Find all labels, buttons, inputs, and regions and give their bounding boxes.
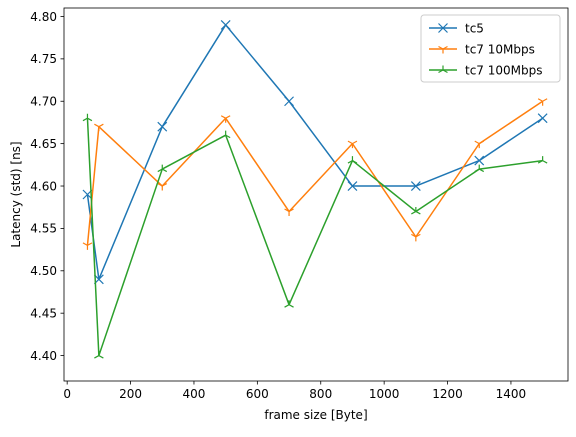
legend-marker xyxy=(438,23,448,33)
data-point xyxy=(474,155,485,166)
data-point xyxy=(220,115,231,123)
data-point xyxy=(94,351,104,359)
plot-area xyxy=(82,20,548,359)
x-axis-label: frame size [Byte] xyxy=(264,408,367,422)
data-point xyxy=(411,233,421,242)
series-2 xyxy=(82,98,548,250)
y-tick-label: 4.50 xyxy=(30,264,57,278)
series-line xyxy=(86,100,544,246)
data-point xyxy=(347,181,358,191)
y-axis-label: Latency (std) [ns] xyxy=(9,141,23,247)
x-tick-label: 0 xyxy=(63,387,71,401)
data-point xyxy=(474,140,485,149)
x-tick-label: 200 xyxy=(119,387,142,401)
data-point xyxy=(284,96,294,107)
legend-entry: tc7 100Mbps xyxy=(429,63,543,77)
legend-entry: tc5 xyxy=(429,21,484,35)
data-point xyxy=(474,164,485,173)
data-point xyxy=(157,121,168,132)
data-point xyxy=(82,113,93,122)
series-3 xyxy=(82,113,548,359)
data-point xyxy=(537,156,548,164)
y-tick-label: 4.80 xyxy=(30,10,57,24)
data-point xyxy=(220,20,231,30)
y-tick-label: 4.65 xyxy=(30,137,57,151)
data-point xyxy=(537,113,548,124)
y-tick-label: 4.75 xyxy=(30,52,57,66)
data-point xyxy=(82,242,93,250)
axes: 0 200 400 600 800 1000 1200 1400 4.40 4.45 4.50 4.5… xyxy=(30,7,569,401)
x-tick-label: 400 xyxy=(183,387,206,401)
legend-label: tc5 xyxy=(465,21,484,35)
legend-entry: tc7 10Mbps xyxy=(429,42,535,56)
data-point xyxy=(157,164,168,173)
data-point xyxy=(220,130,231,139)
series-1 xyxy=(82,20,548,285)
y-tick-label: 4.55 xyxy=(30,222,57,236)
y-tick-label: 4.60 xyxy=(30,179,57,193)
data-point xyxy=(284,208,294,216)
legend-label: tc7 100Mbps xyxy=(465,63,543,77)
plot-frame xyxy=(63,7,569,382)
data-point xyxy=(411,206,421,215)
y-tick-label: 4.45 xyxy=(30,306,57,320)
data-point xyxy=(537,98,548,106)
data-point xyxy=(347,156,358,164)
data-point xyxy=(157,183,168,191)
legend-marker xyxy=(438,65,448,74)
series-line xyxy=(86,118,543,357)
x-tick-label: 1200 xyxy=(432,387,463,401)
x-tick-label: 1400 xyxy=(496,387,527,401)
legend-label: tc7 10Mbps xyxy=(465,42,535,56)
x-tick-label: 1000 xyxy=(369,387,400,401)
data-point xyxy=(284,300,294,308)
data-point xyxy=(347,140,358,149)
legend-box xyxy=(420,14,561,83)
legend-marker xyxy=(438,45,448,54)
data-point xyxy=(94,123,104,132)
x-tick-label: 600 xyxy=(246,387,269,401)
legend: tc5 tc7 10Mbps tc7 100Mbps xyxy=(420,14,561,83)
data-point xyxy=(410,181,421,191)
x-tick-label: 800 xyxy=(309,387,332,401)
y-tick-label: 4.40 xyxy=(30,349,57,363)
y-tick-label: 4.70 xyxy=(30,95,57,109)
